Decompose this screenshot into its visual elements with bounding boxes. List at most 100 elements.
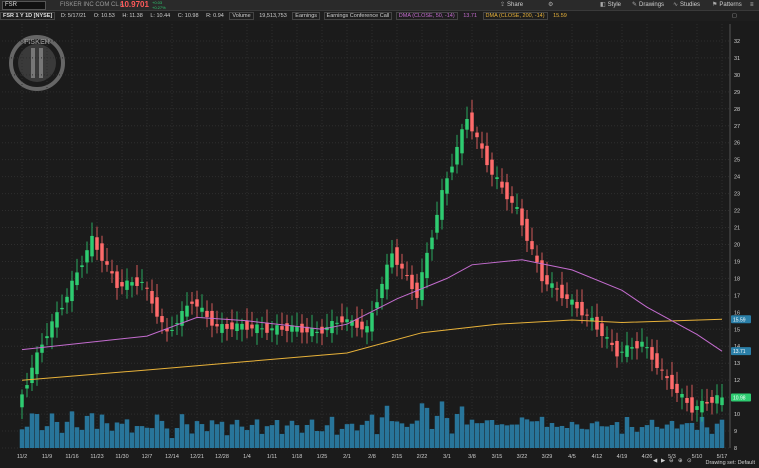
candle-body — [525, 218, 529, 241]
volume-bar — [699, 416, 705, 448]
candle-body — [530, 241, 534, 250]
zoom-out-icon[interactable]: ⊖ — [669, 458, 674, 464]
volume-bar — [649, 419, 655, 448]
menu-button[interactable]: ≡ — [750, 2, 754, 8]
candle-body — [535, 255, 539, 263]
volume-bar — [444, 418, 450, 448]
candle-body — [145, 287, 149, 289]
candle-body — [685, 398, 689, 403]
candle-body — [125, 280, 129, 290]
volume-bar — [439, 401, 445, 448]
volume-bar — [544, 426, 550, 448]
last-close-badge: 10.98 — [733, 395, 746, 401]
volume-bar — [304, 424, 310, 448]
candle-body — [450, 166, 454, 173]
dma50-study-label[interactable]: DMA (CLOSE, 50, -14) — [395, 12, 458, 20]
candle-body — [410, 274, 414, 290]
volume-bar — [654, 426, 660, 448]
zoom-controls[interactable]: ◀ ▶ ⊖ ⊕ ⊙ — [653, 458, 692, 464]
volume-bar — [134, 426, 140, 448]
candle-body — [555, 288, 559, 290]
candle-body — [100, 243, 104, 261]
patterns-button[interactable]: ⚑ Patterns — [712, 0, 742, 10]
candle-body — [665, 376, 669, 379]
candle-body — [95, 237, 99, 250]
drawing-set-status[interactable]: Drawing set: Default — [705, 460, 755, 466]
y-tick-label: 20 — [734, 242, 740, 248]
candle-body — [575, 301, 579, 309]
earnings-study-label[interactable]: Earnings — [292, 12, 321, 20]
volume-bar — [44, 426, 50, 448]
candle-body — [540, 260, 544, 282]
y-tick-label: 19 — [734, 259, 740, 265]
dma50-price-badge: 13.71 — [733, 349, 746, 355]
x-tick-label: 4/5 — [568, 454, 576, 460]
zoom-in-icon[interactable]: ⊕ — [678, 458, 683, 464]
dma200-price-badge-box — [731, 315, 751, 324]
x-tick-label: 2/1 — [343, 454, 351, 460]
candle-body — [110, 271, 114, 274]
candle-body — [635, 341, 639, 349]
candle-body — [630, 347, 634, 349]
candle-body — [230, 322, 234, 330]
price-badges: 15.59 13.71 10.98 — [731, 315, 751, 402]
candle-body — [365, 326, 369, 333]
candle-body — [225, 323, 229, 329]
candle-body — [425, 252, 429, 279]
chart-title[interactable]: FSR 1 Y 1D [NYSE] — [0, 12, 56, 20]
candle-body — [155, 297, 159, 317]
candle-body — [620, 351, 624, 353]
volume-bar — [179, 414, 185, 448]
earnings-call-label[interactable]: Earnings Conference Call — [323, 12, 393, 20]
collapse-icon[interactable]: ▢ — [731, 13, 737, 19]
style-label: Style — [607, 2, 622, 8]
candle-body — [560, 284, 564, 299]
studies-button[interactable]: ∿ Studies — [673, 0, 700, 10]
candle-body — [150, 291, 154, 304]
pan-left-icon[interactable]: ◀ — [653, 458, 658, 464]
candle-body — [680, 393, 684, 398]
y-tick-label: 21 — [734, 226, 740, 232]
volume-bar — [29, 413, 35, 448]
volume-bar — [399, 423, 405, 448]
volume-bar — [334, 434, 340, 448]
volume-bar — [714, 423, 720, 448]
volume-bar — [349, 423, 355, 448]
style-button[interactable]: ◧ Style — [600, 0, 621, 10]
candle-body — [625, 345, 629, 357]
share-button[interactable]: ⇪ Share — [500, 0, 523, 10]
y-tick-label: 9 — [734, 429, 737, 435]
candle-body — [615, 340, 619, 357]
candle-body — [670, 374, 674, 390]
volume-bar — [419, 403, 425, 448]
drawings-button[interactable]: ✎ Drawings — [632, 0, 664, 10]
candle-body — [570, 299, 574, 305]
volume-bar — [624, 417, 630, 448]
volume-bar — [114, 422, 120, 448]
volume-bar — [704, 427, 710, 448]
volume-bar — [309, 419, 315, 448]
x-tick-label: 1/18 — [292, 454, 303, 460]
candle-body — [545, 275, 549, 285]
x-tick-label: 12/14 — [165, 454, 179, 460]
volume-bar — [529, 421, 535, 448]
candle-body — [690, 397, 694, 413]
reset-zoom-icon[interactable]: ⊙ — [687, 458, 692, 464]
volume-bar — [484, 420, 490, 448]
dma200-study-label[interactable]: DMA (CLOSE, 200, -14) — [482, 12, 548, 20]
symbol-input[interactable]: FSR — [2, 1, 46, 10]
candle-body — [475, 132, 479, 138]
volume-bar — [274, 420, 280, 448]
top-toolbar: FSR FISKER INC COM CL A 10.9701 +0.03 +0… — [0, 0, 759, 15]
settings-button[interactable]: ⚙ — [548, 0, 555, 10]
volume-study-label[interactable]: Volume — [229, 12, 254, 20]
candle-body — [265, 322, 269, 333]
volume-bar — [614, 422, 620, 448]
candle-body — [400, 263, 404, 269]
volume-bar — [324, 425, 330, 448]
x-tick-label: 1/11 — [267, 454, 277, 460]
pan-right-icon[interactable]: ▶ — [661, 458, 666, 464]
volume-bars — [19, 401, 725, 448]
x-tick-label: 3/29 — [542, 454, 553, 460]
